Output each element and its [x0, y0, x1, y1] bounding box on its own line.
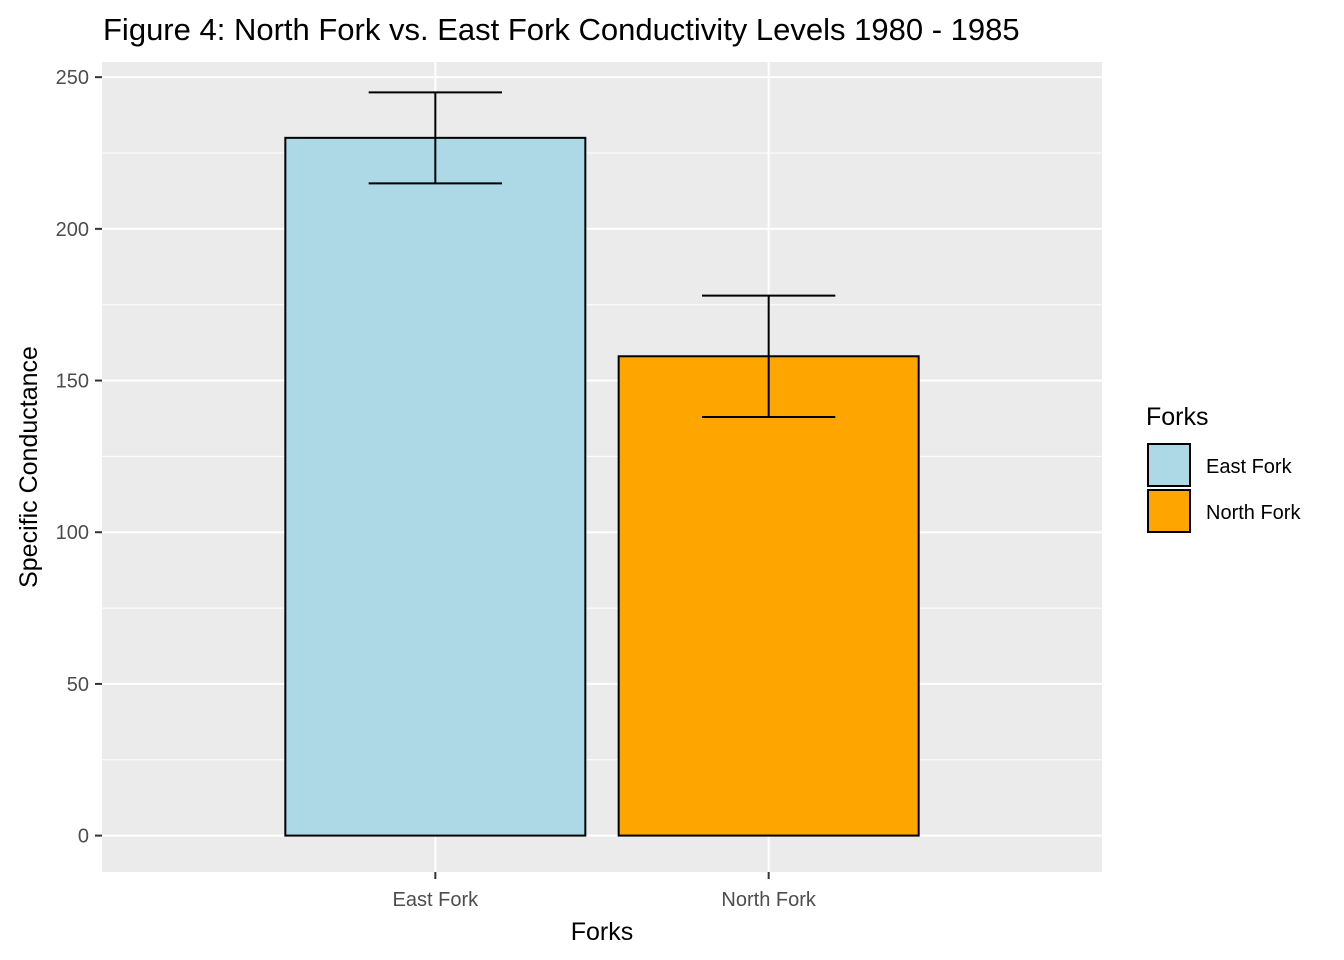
- y-tick-label: 0: [78, 826, 89, 848]
- y-tick-label: 200: [56, 219, 89, 241]
- legend-key: [1147, 489, 1191, 533]
- legend-item-north-fork: North Fork: [1147, 489, 1301, 533]
- bar-north-fork: [617, 355, 920, 837]
- legend-label: North Fork: [1206, 502, 1301, 524]
- y-axis-title: Specific Conductance: [15, 346, 43, 588]
- plot-panel: [102, 62, 1102, 872]
- legend-title: Forks: [1146, 403, 1209, 431]
- y-tick-label: 50: [67, 674, 89, 696]
- y-tick-label: 100: [56, 522, 89, 544]
- legend-items: East Fork North Fork: [1147, 443, 1301, 533]
- chart-title: Figure 4: North Fork vs. East Fork Condu…: [103, 12, 1020, 47]
- y-tick-label: 250: [56, 67, 89, 89]
- grid-minor: [102, 152, 1102, 761]
- x-tick-label: East Fork: [393, 889, 480, 911]
- legend: Forks East Fork North Fork: [1146, 403, 1301, 533]
- x-axis: East Fork North Fork: [393, 872, 817, 911]
- y-axis: 0 50 100 150 200 250: [56, 67, 102, 848]
- legend-item-east-fork: East Fork: [1147, 443, 1293, 487]
- y-tick-label: 150: [56, 371, 89, 393]
- error-bar-north-fork: [702, 294, 836, 418]
- x-tick-label: North Fork: [721, 889, 816, 911]
- bar-east-fork: [284, 136, 587, 837]
- error-bars: [368, 91, 836, 418]
- bars: [284, 136, 920, 837]
- x-axis-title: Forks: [571, 918, 634, 946]
- legend-label: East Fork: [1206, 456, 1293, 478]
- legend-key: [1147, 443, 1191, 487]
- error-bar-east-fork: [368, 91, 502, 185]
